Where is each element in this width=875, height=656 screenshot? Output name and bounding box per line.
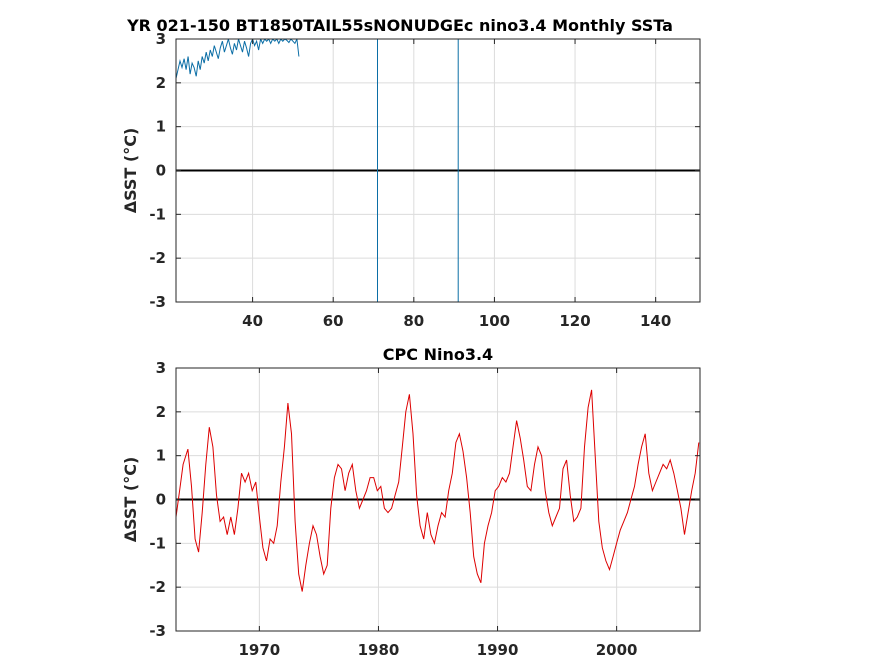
x-tick-label: 120 [559, 312, 590, 330]
x-tick-label: 1970 [238, 641, 280, 656]
y-tick-label: 2 [156, 74, 166, 92]
y-axis-label: ΔSST (°C) [121, 128, 140, 214]
x-tick-label: 80 [403, 312, 424, 330]
y-tick-label: 0 [156, 491, 166, 509]
x-tick-label: 60 [323, 312, 344, 330]
x-tick-label: 1980 [358, 641, 400, 656]
y-tick-label: -1 [149, 534, 166, 552]
y-tick-label: 1 [156, 118, 166, 136]
y-tick-label: -3 [149, 293, 166, 311]
series-line-0 [176, 39, 300, 79]
series-line-0 [176, 389, 700, 592]
y-tick-label: 1 [156, 447, 166, 465]
top-panel: 40 60 80 100 120 140 -3 -2 -1 0 1 2 3YR 021-150 BT18… [121, 16, 701, 330]
x-tick-label: 100 [479, 312, 510, 330]
chart-title: YR 021-150 BT1850TAIL55sNONUDGEc nino3.4… [126, 16, 673, 35]
x-tick-label: 140 [640, 312, 671, 330]
x-tick-label: 2000 [596, 641, 638, 656]
y-tick-label: -2 [149, 578, 166, 596]
y-tick-label: 0 [156, 162, 166, 180]
y-tick-label: -2 [149, 249, 166, 267]
y-tick-label: 3 [156, 359, 166, 377]
y-tick-label: 2 [156, 403, 166, 421]
bottom-panel: 1970 1980 1990 2000 -3 -2 -1 0 1 2 3 CPC Nino3.4 ΔSS… [121, 345, 701, 656]
y-tick-label: -1 [149, 205, 166, 223]
y-tick-label: 3 [156, 30, 166, 48]
y-axis-label: ΔSST (°C) [121, 457, 140, 543]
x-tick-label: 1990 [477, 641, 519, 656]
x-tick-label: 40 [242, 312, 263, 330]
y-tick-label: -3 [149, 622, 166, 640]
chart-title: CPC Nino3.4 [383, 345, 493, 364]
